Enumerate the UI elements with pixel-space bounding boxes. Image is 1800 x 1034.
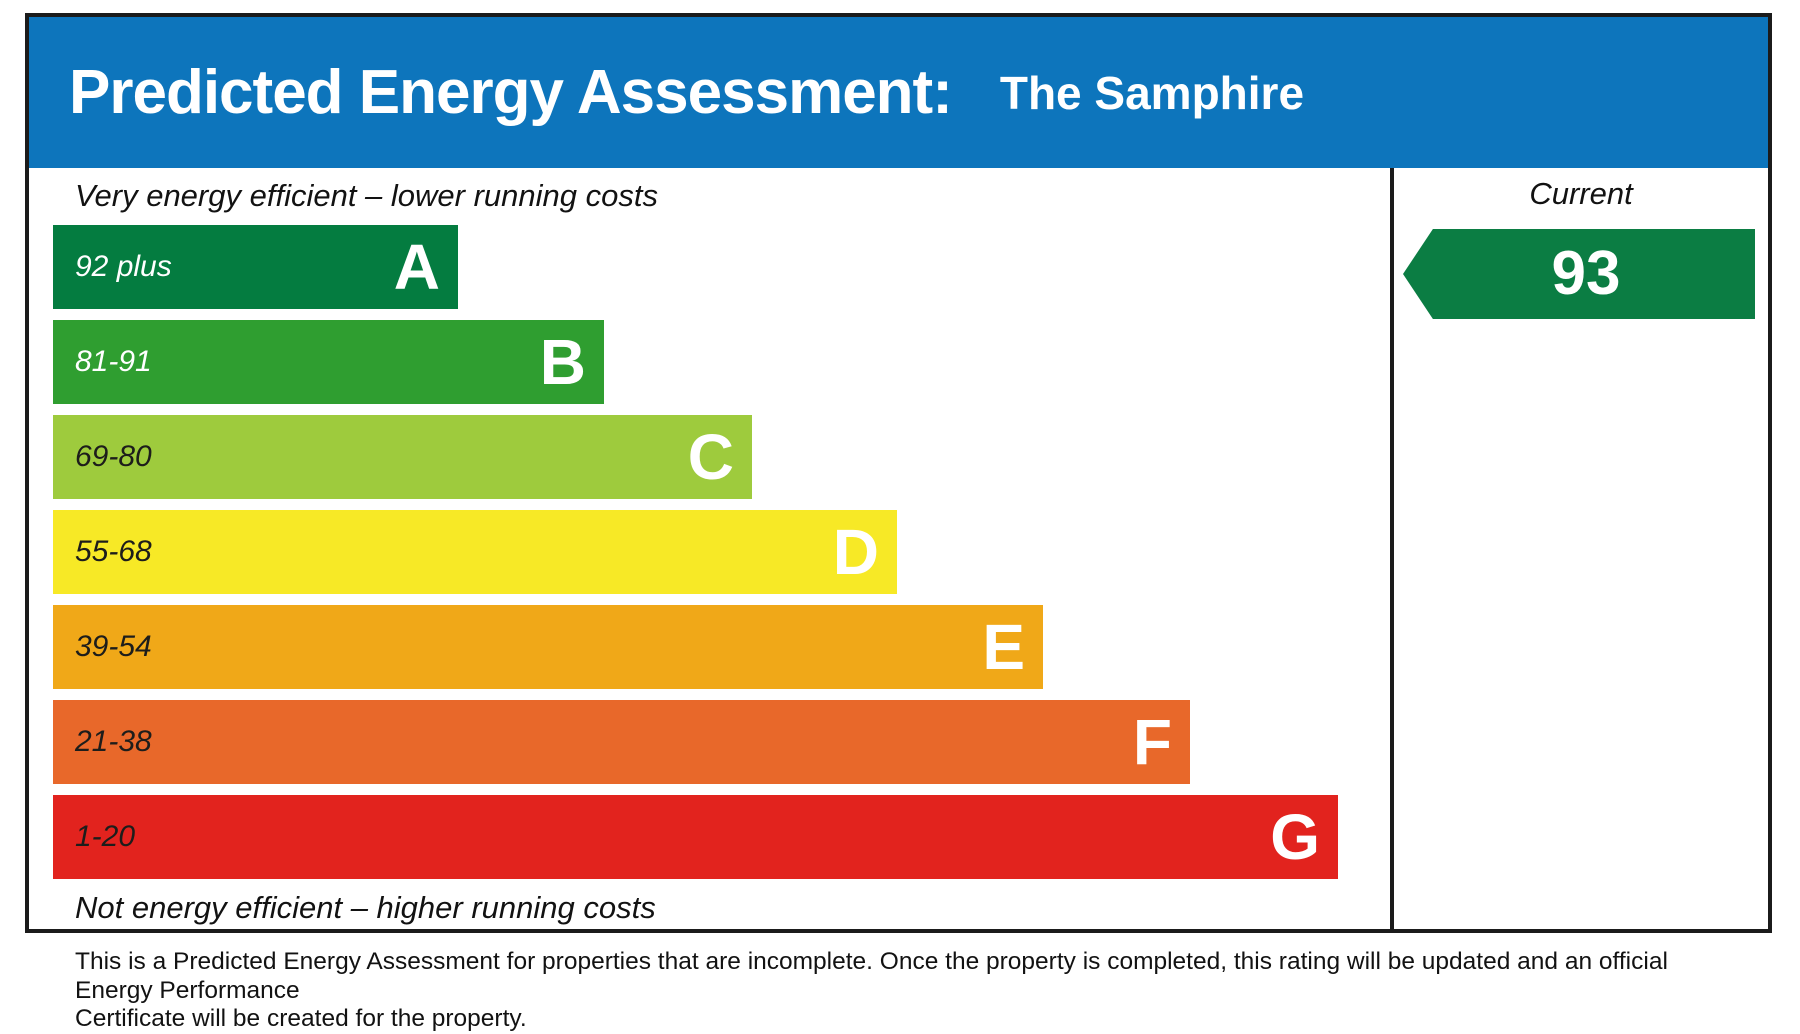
- caption-not-efficient: Not energy efficient – higher running co…: [75, 890, 656, 925]
- band-range-label: 21-38: [75, 725, 152, 758]
- rating-bands: 92 plus A 81-91 B 69-80 C 55-68 D 39-54 …: [53, 225, 1338, 890]
- band-range-label: 39-54: [75, 630, 152, 663]
- band-letter: G: [1270, 801, 1320, 873]
- rating-chart: Very energy efficient – lower running co…: [29, 168, 1768, 929]
- band-row-F: 21-38 F: [53, 700, 1190, 784]
- band-row-B: 81-91 B: [53, 320, 604, 404]
- band-letter: F: [1132, 706, 1172, 778]
- column-divider: [1390, 168, 1394, 929]
- band-letter: E: [982, 611, 1025, 683]
- band-range-label: 81-91: [75, 345, 152, 378]
- current-column: Current: [1394, 168, 1768, 212]
- band-row-A: 92 plus A: [53, 225, 458, 309]
- header-bar: Predicted Energy Assessment: The Samphir…: [29, 17, 1768, 168]
- band-row-E: 39-54 E: [53, 605, 1043, 689]
- caption-very-efficient: Very energy efficient – lower running co…: [75, 178, 658, 213]
- band-letter: A: [393, 231, 440, 303]
- footnote-text: This is a Predicted Energy Assessment fo…: [75, 948, 1668, 1033]
- band-letter: B: [539, 326, 586, 398]
- current-rating-pointer: 93: [1403, 229, 1755, 319]
- band-letter: C: [687, 421, 734, 493]
- band-range-label: 92 plus: [75, 250, 172, 283]
- band-range-label: 55-68: [75, 535, 152, 568]
- current-column-header: Current: [1529, 176, 1633, 211]
- band-row-G: 1-20 G: [53, 795, 1338, 879]
- band-range-label: 69-80: [75, 440, 152, 473]
- epc-chart-panel: Predicted Energy Assessment: The Samphir…: [25, 13, 1772, 933]
- band-range-label: 1-20: [75, 820, 136, 853]
- page-title: Predicted Energy Assessment:: [69, 58, 953, 127]
- property-name: The Samphire: [999, 66, 1305, 119]
- band-row-C: 69-80 C: [53, 415, 752, 499]
- band-row-D: 55-68 D: [53, 510, 897, 594]
- band-letter: D: [832, 516, 879, 588]
- current-rating-value: 93: [1551, 239, 1621, 308]
